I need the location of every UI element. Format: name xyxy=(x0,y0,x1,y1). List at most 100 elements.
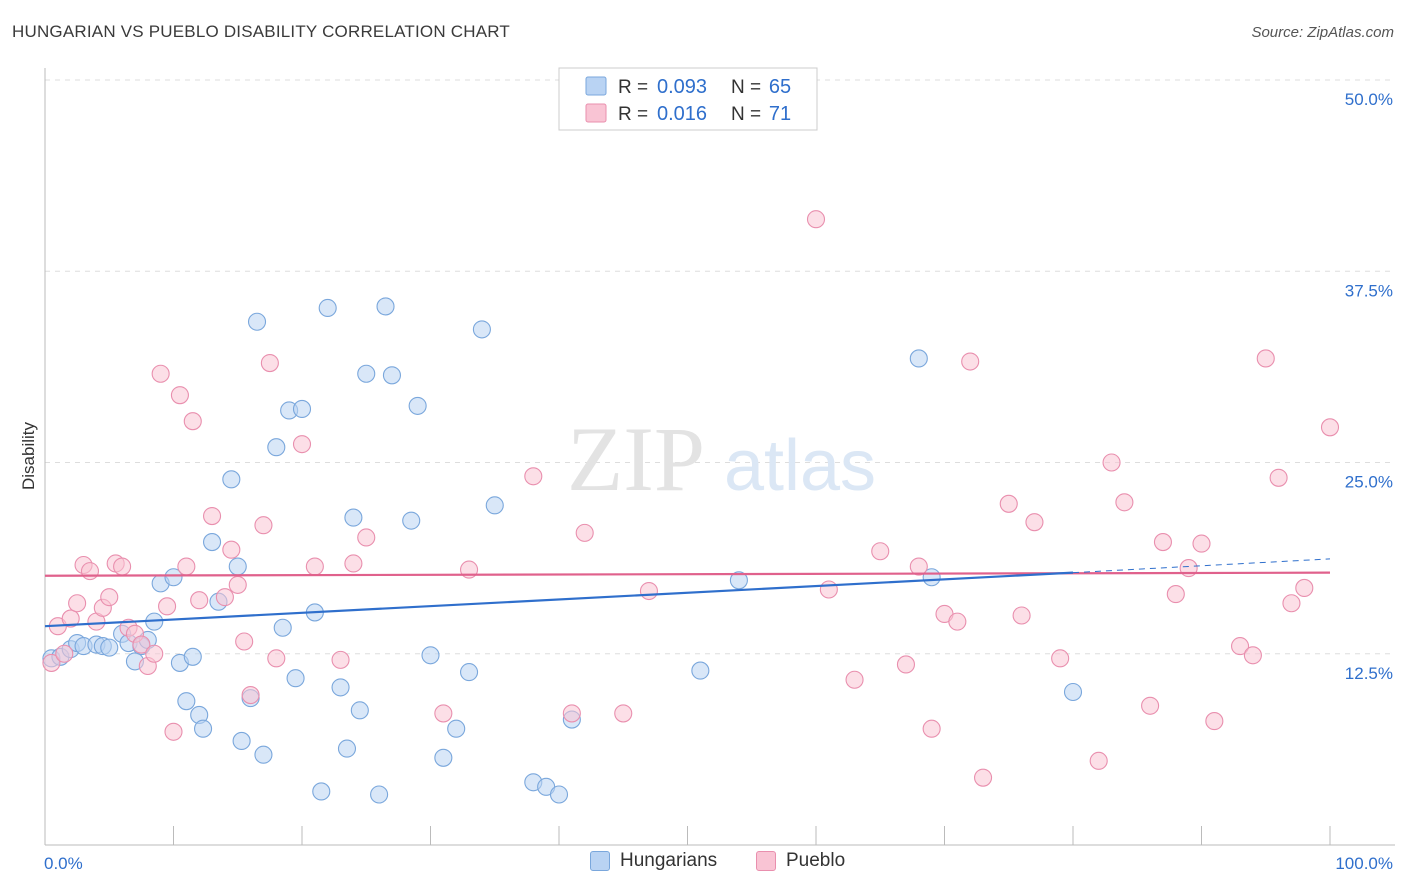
legend-r-label-1: R = xyxy=(618,104,648,125)
pueblo-point-25 xyxy=(215,588,234,607)
axes xyxy=(44,68,1395,846)
hungarians-point-35 xyxy=(312,782,331,801)
watermark: ZIP atlas xyxy=(567,408,876,510)
hungarians-point-48 xyxy=(434,748,453,767)
hungarians-point-41 xyxy=(357,364,376,383)
hungarians-point-28 xyxy=(254,745,273,764)
hungarians-point-27 xyxy=(247,312,267,331)
hungarians-swatch xyxy=(590,851,610,871)
pueblo-point-23 xyxy=(190,591,209,610)
hungarians-point-58 xyxy=(729,571,748,590)
pueblo-point-32 xyxy=(267,649,286,668)
hungarians-point-51 xyxy=(472,320,491,339)
pueblo-point-68 xyxy=(1205,712,1224,731)
pueblo-point-17 xyxy=(151,364,170,383)
pueblo-point-70 xyxy=(1243,646,1262,665)
hungarians-point-61 xyxy=(1063,682,1083,702)
pueblo-point-35 xyxy=(331,650,350,669)
hungarians-point-38 xyxy=(337,739,357,758)
hungarians-point-23 xyxy=(222,470,241,489)
legend-r-value-0: 0.093 xyxy=(657,76,707,98)
hungarians-point-42 xyxy=(370,785,389,804)
pueblo-point-69 xyxy=(1231,637,1250,656)
pueblo-point-54 xyxy=(961,352,980,371)
pueblo-point-20 xyxy=(170,386,189,405)
pueblo-point-31 xyxy=(260,353,279,373)
pueblo-point-24 xyxy=(203,506,222,526)
hungarians-trend-line xyxy=(44,571,1074,628)
legend-n-value-1: 71 xyxy=(769,103,791,125)
y-tick-label-1: 25.0% xyxy=(1345,473,1393,492)
stats-legend: R = 0.093 N = 65 R = 0.016 N = 71 xyxy=(558,67,818,131)
pueblo-point-45 xyxy=(806,210,826,229)
legend-label-hungarians: Hungarians xyxy=(620,850,718,871)
legend-item-hungarians[interactable]: Hungarians xyxy=(590,850,717,872)
legend-n-value-0: 65 xyxy=(769,76,791,98)
pueblo-point-75 xyxy=(1320,418,1340,437)
legend-r-label-0: R = xyxy=(618,77,648,98)
hungarians-point-43 xyxy=(376,297,395,316)
legend-label-pueblo: Pueblo xyxy=(786,850,846,871)
pueblo-point-21 xyxy=(177,557,196,576)
legend-r-value-1: 0.016 xyxy=(657,103,707,125)
source-label: Source: ZipAtlas.com xyxy=(1251,24,1394,41)
hungarians-point-46 xyxy=(408,396,427,415)
watermark-atlas: atlas xyxy=(724,426,876,506)
pueblo-point-40 xyxy=(524,467,543,486)
trend-lines xyxy=(44,558,1331,628)
hungarians-point-7 xyxy=(100,638,119,657)
pueblo-point-0 xyxy=(42,653,61,672)
pueblo-point-59 xyxy=(1051,649,1070,668)
legend-n-label-0: N = xyxy=(731,77,761,98)
pueblo-point-63 xyxy=(1141,696,1160,715)
hungarians-point-24 xyxy=(228,557,247,576)
hungarians-point-15 xyxy=(164,568,183,587)
hungarians-point-55 xyxy=(549,785,569,804)
pueblo-point-37 xyxy=(357,528,376,547)
pueblo-point-44 xyxy=(639,581,659,601)
legend-item-pueblo[interactable]: Pueblo xyxy=(756,850,845,872)
pueblo-trend-line xyxy=(44,571,1331,577)
hungarians-point-17 xyxy=(177,692,196,711)
pueblo-point-51 xyxy=(922,719,941,738)
pueblo-point-73 xyxy=(1282,594,1301,613)
series-hungarians-points xyxy=(42,297,1083,804)
pueblo-point-61 xyxy=(1102,453,1121,472)
pueblo-point-48 xyxy=(871,542,890,561)
y-axis-label: Disability xyxy=(19,421,38,490)
x-tick-label-0: 0.0% xyxy=(44,854,83,873)
hungarians-trend-extension xyxy=(1072,558,1331,574)
hungarians-point-49 xyxy=(447,719,466,738)
pueblo-point-57 xyxy=(1012,606,1031,625)
pueblo-point-28 xyxy=(235,632,254,651)
y-tick-label-2: 37.5% xyxy=(1345,281,1393,300)
hungarians-point-36 xyxy=(318,298,337,318)
bottom-legend: Hungarians Pueblo xyxy=(0,850,1406,878)
tick-labels: 12.5% 25.0% 37.5% 50.0% 0.0% 100.0% xyxy=(44,90,1393,873)
pueblo-point-71 xyxy=(1256,349,1275,368)
y-tick-label-0: 12.5% xyxy=(1345,664,1393,683)
hungarians-point-20 xyxy=(194,719,213,738)
pueblo-point-62 xyxy=(1115,493,1134,512)
hungarians-point-57 xyxy=(691,661,710,680)
hungarians-point-29 xyxy=(267,438,286,457)
series-pueblo-points xyxy=(42,210,1340,787)
pueblo-point-42 xyxy=(575,523,594,542)
pueblo-point-65 xyxy=(1166,585,1185,604)
pueblo-point-29 xyxy=(241,686,260,705)
hungarians-point-18 xyxy=(183,647,202,666)
legend-n-label-1: N = xyxy=(731,104,761,125)
pueblo-point-27 xyxy=(228,575,247,594)
pueblo-point-64 xyxy=(1153,533,1172,552)
pueblo-point-55 xyxy=(973,768,993,787)
x-tick-label-1: 100.0% xyxy=(1335,854,1393,873)
pueblo-point-18 xyxy=(158,597,177,616)
pueblo-point-47 xyxy=(845,670,864,689)
hungarians-point-25 xyxy=(232,731,251,751)
pueblo-point-16 xyxy=(145,644,164,663)
pueblo-point-34 xyxy=(305,557,324,576)
pueblo-point-46 xyxy=(819,580,838,599)
hungarians-point-39 xyxy=(344,508,363,527)
pueblo-point-41 xyxy=(562,704,581,723)
pueblo-point-56 xyxy=(999,494,1018,513)
